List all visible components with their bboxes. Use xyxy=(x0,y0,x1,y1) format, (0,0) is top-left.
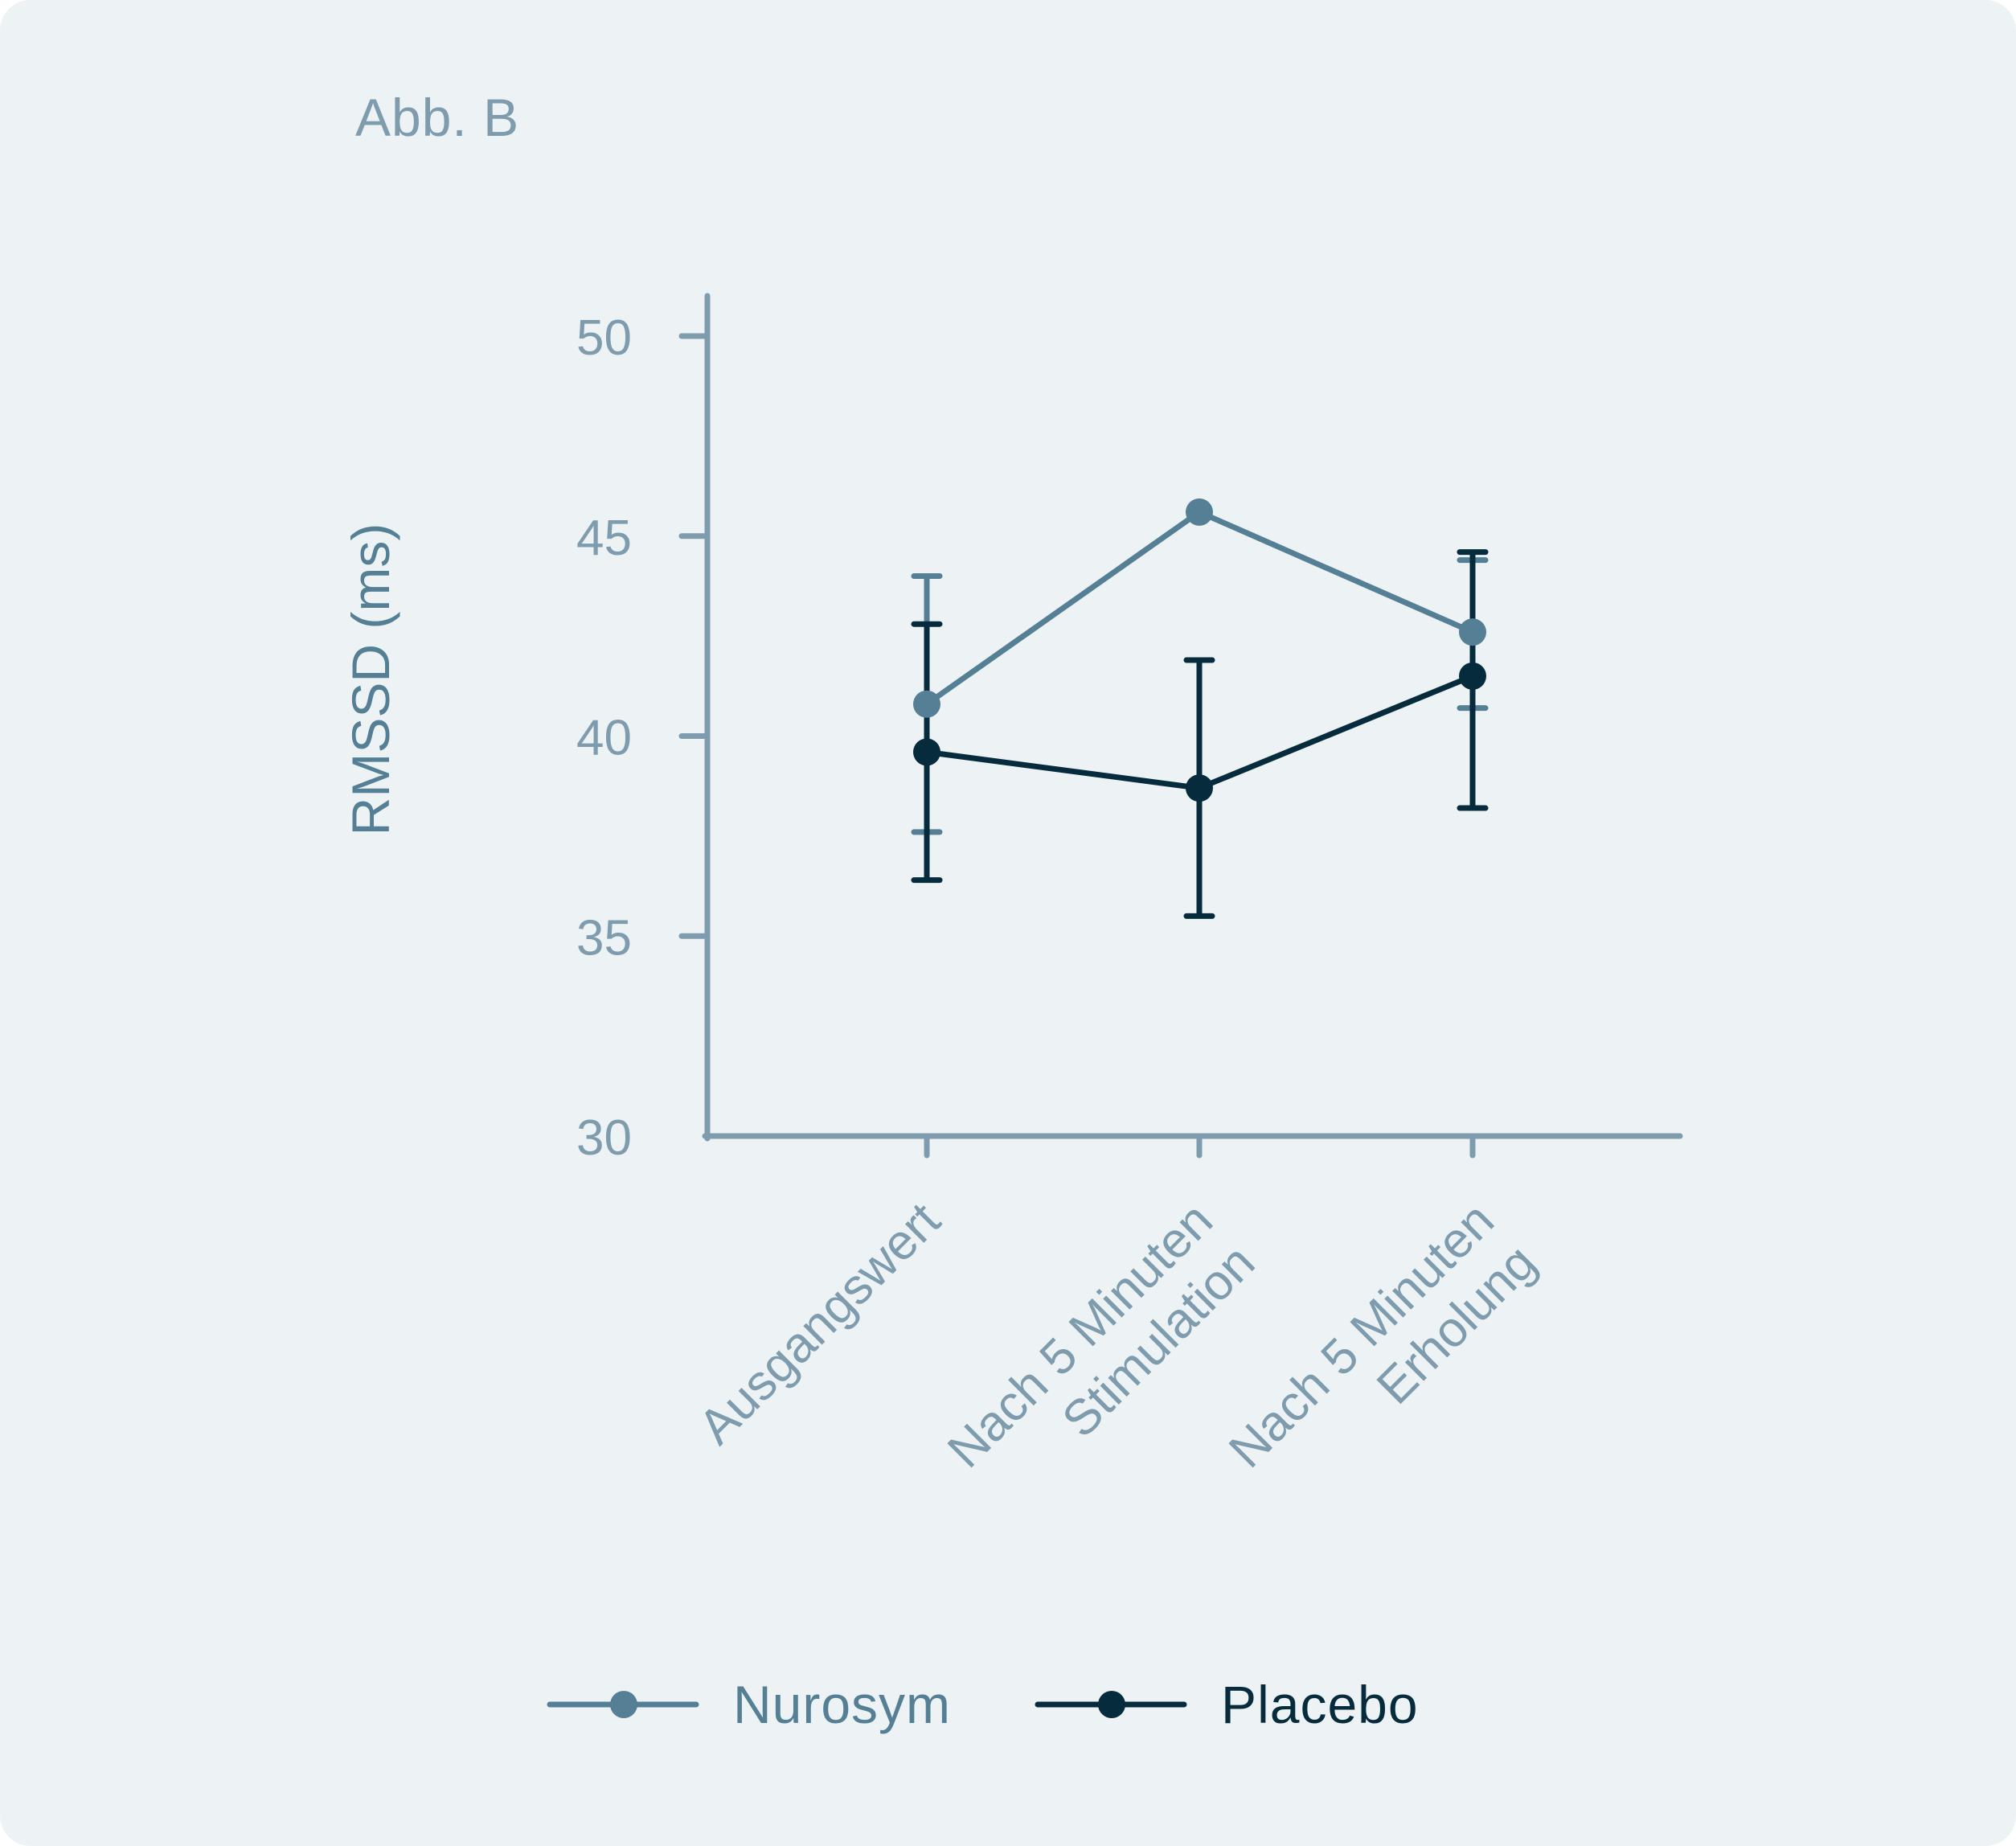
axes: 30 35 40 45 50 xyxy=(576,293,1683,1166)
series-nurosym-point xyxy=(1459,618,1486,646)
series-group xyxy=(911,498,1489,919)
y-tick-label: 50 xyxy=(576,310,632,366)
y-tick-label: 35 xyxy=(576,910,632,966)
figure-label: Abb. B xyxy=(355,88,520,147)
y-axis-label-group: RMSSD (ms) xyxy=(341,523,400,836)
legend-item-placebo: Placebo xyxy=(1035,1674,1419,1735)
legend-marker-placebo xyxy=(1035,1691,1187,1718)
series-placebo-point xyxy=(1459,662,1486,690)
legend-label-nurosym: Nurosym xyxy=(733,1675,952,1734)
y-tick-label: 40 xyxy=(576,711,632,766)
y-tick-label: 45 xyxy=(576,511,632,566)
series-placebo-errorbars xyxy=(911,549,1489,919)
series-nurosym-point xyxy=(913,690,940,718)
y-axis-label: RMSSD (ms) xyxy=(341,523,400,836)
legend-marker-nurosym xyxy=(547,1691,699,1718)
x-tick-label-line: Ausgangswert xyxy=(688,1192,951,1455)
legend-label-placebo: Placebo xyxy=(1221,1675,1419,1734)
series-placebo-point xyxy=(1186,774,1213,802)
legend: Nurosym Placebo xyxy=(547,1664,1419,1745)
x-tick-label: Ausgangswert xyxy=(688,1192,951,1455)
legend-item-nurosym: Nurosym xyxy=(547,1674,951,1735)
series-placebo-point xyxy=(913,738,940,766)
series-nurosym-point xyxy=(1186,498,1213,526)
y-tick-label: 30 xyxy=(576,1110,632,1166)
